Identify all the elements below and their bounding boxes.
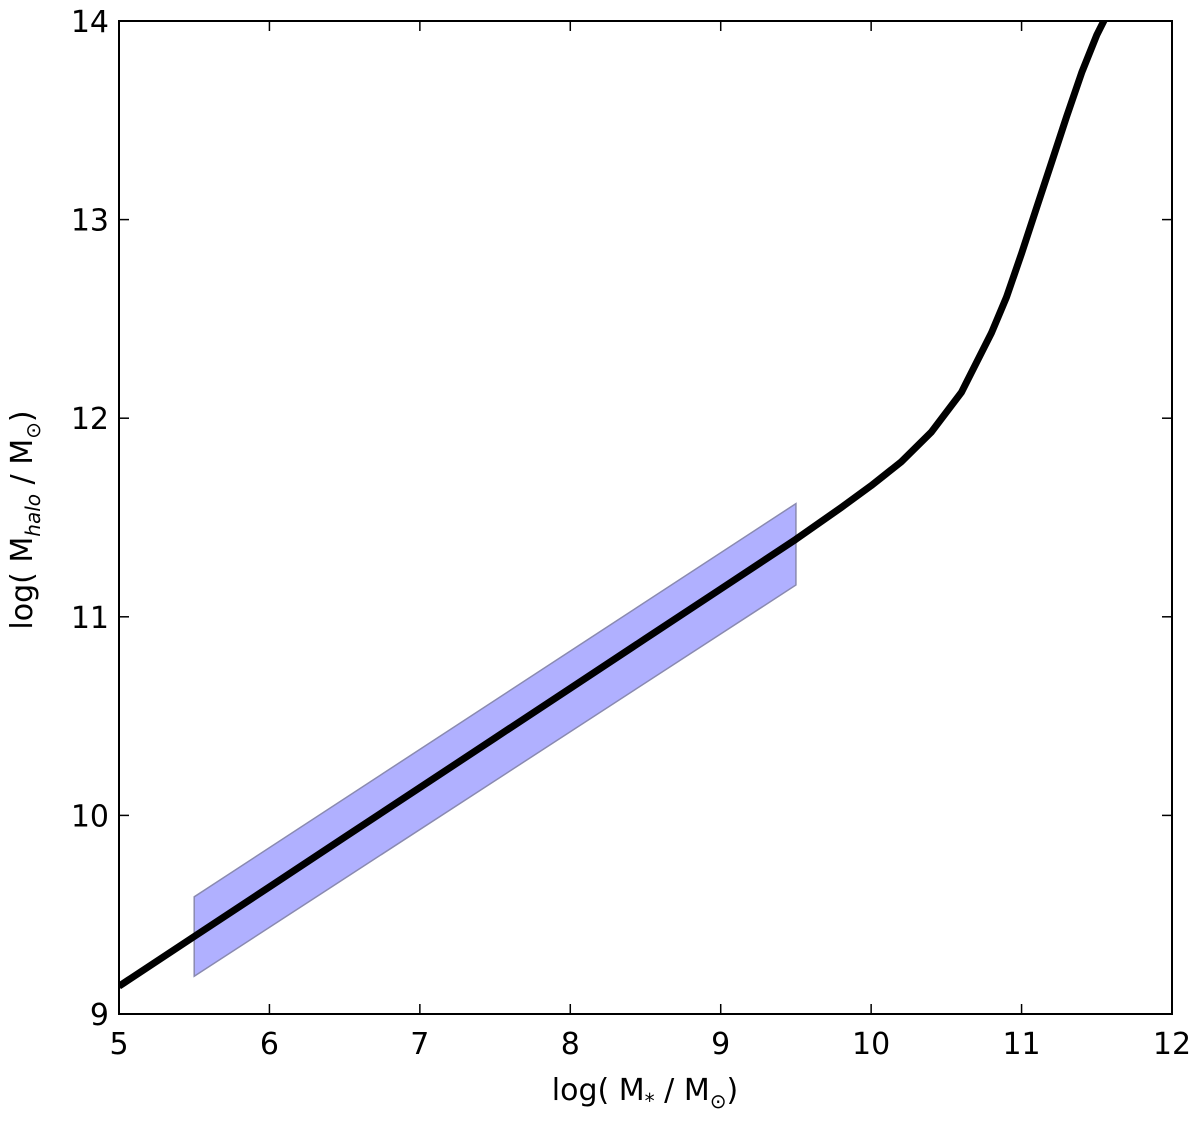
series-line-0 <box>119 21 1108 990</box>
x-tick-label: 10 <box>852 1027 890 1062</box>
y-axis-label: log( Mhalo / M⊙) <box>5 410 45 629</box>
y-tick-label: 12 <box>71 402 109 437</box>
y-tick-label: 13 <box>71 204 109 239</box>
x-axis-label: log( M* / M⊙) <box>552 1073 738 1113</box>
x-tick-label: 6 <box>260 1027 279 1062</box>
x-tick-label: 11 <box>1002 1027 1040 1062</box>
x-tick-label: 9 <box>711 1027 730 1062</box>
x-tick-label: 12 <box>1153 1027 1191 1062</box>
plot-frame <box>118 20 1173 1015</box>
y-tick-label: 9 <box>90 998 109 1033</box>
x-tick-label: 8 <box>561 1027 580 1062</box>
y-tick-label: 10 <box>71 799 109 834</box>
plot-area: 5 6 7 8 9 10 11 12 9 10 11 12 13 14 <box>71 5 1191 1062</box>
y-tick-label: 11 <box>71 601 109 636</box>
y-tick-label: 14 <box>71 5 109 40</box>
x-tick-label: 7 <box>410 1027 429 1062</box>
x-tick-label: 5 <box>109 1027 128 1062</box>
